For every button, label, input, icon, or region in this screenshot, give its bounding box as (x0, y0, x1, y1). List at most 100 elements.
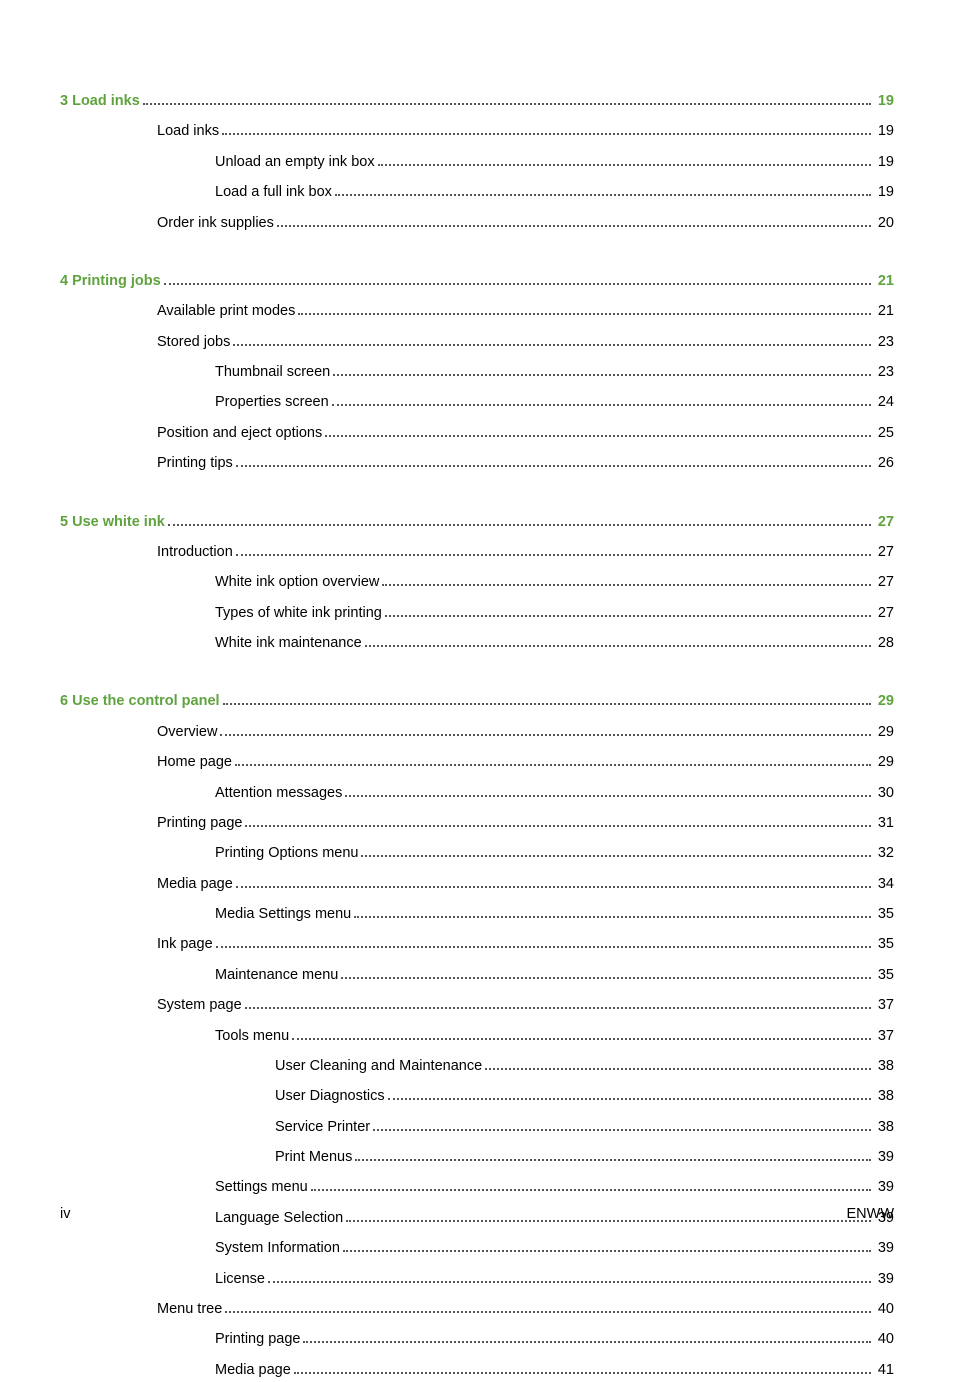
toc-chapter-row[interactable]: 6 Use the control panel 29 (60, 690, 894, 713)
toc-entry-row[interactable]: License 39 (60, 1268, 894, 1291)
toc-entry-row[interactable]: Load inks 19 (60, 120, 894, 143)
toc-entry-page: 39 (874, 1176, 894, 1199)
toc-chapter-row[interactable]: 3 Load inks 19 (60, 90, 894, 113)
toc-entry-title: Properties screen (215, 391, 329, 414)
toc-entry-title: Unload an empty ink box (215, 151, 375, 174)
toc-entry-page: 41 (874, 1359, 894, 1382)
toc-entry-page: 19 (874, 181, 894, 204)
toc-entry-title: Media page (215, 1359, 291, 1382)
toc-entry-row[interactable]: Media Settings menu 35 (60, 903, 894, 926)
toc-entry-row[interactable]: Printing page 31 (60, 812, 894, 835)
toc-entry-row[interactable]: Thumbnail screen 23 (60, 361, 894, 384)
toc-entry-row[interactable]: Settings menu 39 (60, 1176, 894, 1199)
toc-entry-row[interactable]: Maintenance menu 35 (60, 964, 894, 987)
toc-entry-page: 21 (874, 300, 894, 323)
toc-entry-page: 40 (874, 1298, 894, 1321)
toc-entry-row[interactable]: Service Printer 38 (60, 1116, 894, 1139)
toc-entry-title: 3 Load inks (60, 90, 140, 113)
toc-entry-title: Printing page (215, 1328, 300, 1351)
toc-leader-dots (245, 825, 870, 827)
toc-leader-dots (294, 1372, 871, 1374)
toc-entry-row[interactable]: Tools menu 37 (60, 1025, 894, 1048)
toc-entry-row[interactable]: Order ink supplies 20 (60, 212, 894, 235)
toc-entry-title: Overview (157, 721, 217, 744)
toc-entry-title: Stored jobs (157, 331, 230, 354)
toc-leader-dots (325, 435, 871, 437)
toc-entry-page: 28 (874, 632, 894, 655)
toc-leader-dots (236, 886, 871, 888)
toc-entry-row[interactable]: User Diagnostics 38 (60, 1085, 894, 1108)
toc-entry-row[interactable]: Printing Options menu 32 (60, 842, 894, 865)
toc-entry-page: 23 (874, 331, 894, 354)
toc-leader-dots (277, 225, 871, 227)
toc-entry-page: 38 (874, 1116, 894, 1139)
toc-leader-dots (335, 194, 871, 196)
toc-entry-row[interactable]: Unload an empty ink box 19 (60, 151, 894, 174)
toc-leader-dots (164, 283, 871, 285)
toc-entry-title: User Cleaning and Maintenance (275, 1055, 482, 1078)
toc-entry-row[interactable]: Ink page 35 (60, 933, 894, 956)
toc-leader-dots (223, 703, 871, 705)
toc-entry-row[interactable]: Print Menus 39 (60, 1146, 894, 1169)
toc-entry-page: 20 (874, 212, 894, 235)
toc-entry-title: Types of white ink printing (215, 602, 382, 625)
toc-leader-dots (341, 977, 871, 979)
toc-entry-row[interactable]: Media page 41 (60, 1359, 894, 1382)
toc-entry-row[interactable]: Printing page 40 (60, 1328, 894, 1351)
footer-publisher: ENWW (846, 1206, 894, 1222)
page-footer: iv ENWW (60, 1206, 894, 1222)
toc-leader-dots (220, 734, 870, 736)
toc-leader-dots (303, 1341, 870, 1343)
toc-entry-row[interactable]: Menu tree 40 (60, 1298, 894, 1321)
toc-entry-row[interactable]: White ink maintenance 28 (60, 632, 894, 655)
toc-leader-dots (298, 313, 870, 315)
toc-entry-page: 19 (874, 90, 894, 113)
toc-entry-page: 23 (874, 361, 894, 384)
toc-entry-page: 29 (874, 690, 894, 713)
toc-leader-dots (143, 103, 871, 105)
toc-chapter-row[interactable]: 5 Use white ink 27 (60, 511, 894, 534)
toc-entry-row[interactable]: Overview 29 (60, 721, 894, 744)
toc-entry-row[interactable]: System page 37 (60, 994, 894, 1017)
toc-entry-row[interactable]: Properties screen 24 (60, 391, 894, 414)
toc-leader-dots (233, 344, 871, 346)
toc-leader-dots (333, 374, 871, 376)
toc-entry-row[interactable]: Attention messages 30 (60, 782, 894, 805)
toc-entry-page: 19 (874, 120, 894, 143)
toc-entry-row[interactable]: Load a full ink box 19 (60, 181, 894, 204)
toc-entry-title: 6 Use the control panel (60, 690, 220, 713)
toc-entry-row[interactable]: Home page 29 (60, 751, 894, 774)
toc-entry-page: 21 (874, 270, 894, 293)
toc-entry-title: Load inks (157, 120, 219, 143)
toc-leader-dots (292, 1038, 871, 1040)
section-gap (60, 662, 894, 690)
toc-leader-dots (343, 1250, 871, 1252)
toc-entry-row[interactable]: System Information 39 (60, 1237, 894, 1260)
toc-entry-row[interactable]: Types of white ink printing 27 (60, 602, 894, 625)
toc-chapter-row[interactable]: 4 Printing jobs 21 (60, 270, 894, 293)
toc-entry-row[interactable]: Printing tips 26 (60, 452, 894, 475)
toc-entry-page: 27 (874, 571, 894, 594)
toc-entry-title: Home page (157, 751, 232, 774)
toc-entry-page: 39 (874, 1237, 894, 1260)
toc-entry-title: 5 Use white ink (60, 511, 165, 534)
toc-entry-title: Printing page (157, 812, 242, 835)
toc-leader-dots (225, 1311, 871, 1313)
toc-entry-row[interactable]: Stored jobs 23 (60, 331, 894, 354)
toc-entry-row[interactable]: White ink option overview 27 (60, 571, 894, 594)
toc-entry-title: White ink maintenance (215, 632, 362, 655)
toc-entry-page: 38 (874, 1055, 894, 1078)
toc-entry-page: 40 (874, 1328, 894, 1351)
toc-entry-page: 32 (874, 842, 894, 865)
toc-entry-title: Order ink supplies (157, 212, 274, 235)
toc-leader-dots (332, 404, 871, 406)
toc-leader-dots (268, 1281, 871, 1283)
toc-entry-row[interactable]: User Cleaning and Maintenance 38 (60, 1055, 894, 1078)
toc-entry-row[interactable]: Position and eject options 25 (60, 422, 894, 445)
toc-entry-row[interactable]: Introduction 27 (60, 541, 894, 564)
toc-entry-row[interactable]: Available print modes 21 (60, 300, 894, 323)
toc-entry-title: Print Menus (275, 1146, 352, 1169)
toc-entry-page: 35 (874, 964, 894, 987)
toc-entry-title: Position and eject options (157, 422, 322, 445)
toc-entry-row[interactable]: Media page 34 (60, 873, 894, 896)
